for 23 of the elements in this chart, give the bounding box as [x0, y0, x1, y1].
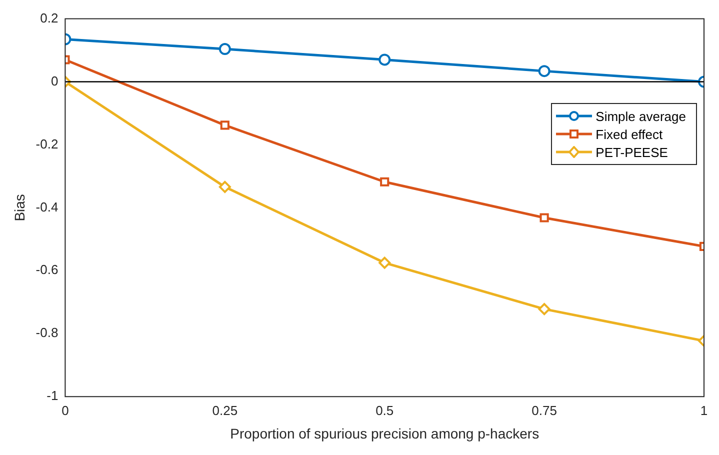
point	[380, 177, 390, 186]
point	[538, 65, 550, 78]
y-tick-label: 0	[50, 73, 58, 88]
x-axis-title: Proportion of spurious precision among p-hackers	[230, 425, 540, 442]
x-tick-label: 0	[62, 402, 69, 418]
x-tick-label: 0.75	[532, 402, 557, 418]
x-tick-label: 1	[700, 402, 708, 418]
point	[540, 213, 549, 222]
y-tick-label: -1	[46, 388, 58, 404]
y-tick-label: 0.2	[40, 10, 58, 26]
y-tick-label: -0.6	[36, 262, 58, 278]
point	[538, 303, 550, 316]
y-axis-title: Bias	[11, 194, 28, 222]
legend-label: Fixed effect	[596, 126, 663, 142]
y-tick-label: -0.2	[36, 136, 58, 152]
legend-label: Simple average	[596, 108, 686, 124]
x-tick-label: 0.5	[376, 402, 394, 418]
point	[378, 54, 391, 66]
y-tick-label: -0.4	[36, 199, 58, 214]
x-tick-label: 0.25	[212, 402, 238, 418]
y-tick-label: -0.8	[36, 325, 58, 340]
point	[378, 256, 391, 269]
legend-label: PET-PEESE	[596, 144, 668, 160]
